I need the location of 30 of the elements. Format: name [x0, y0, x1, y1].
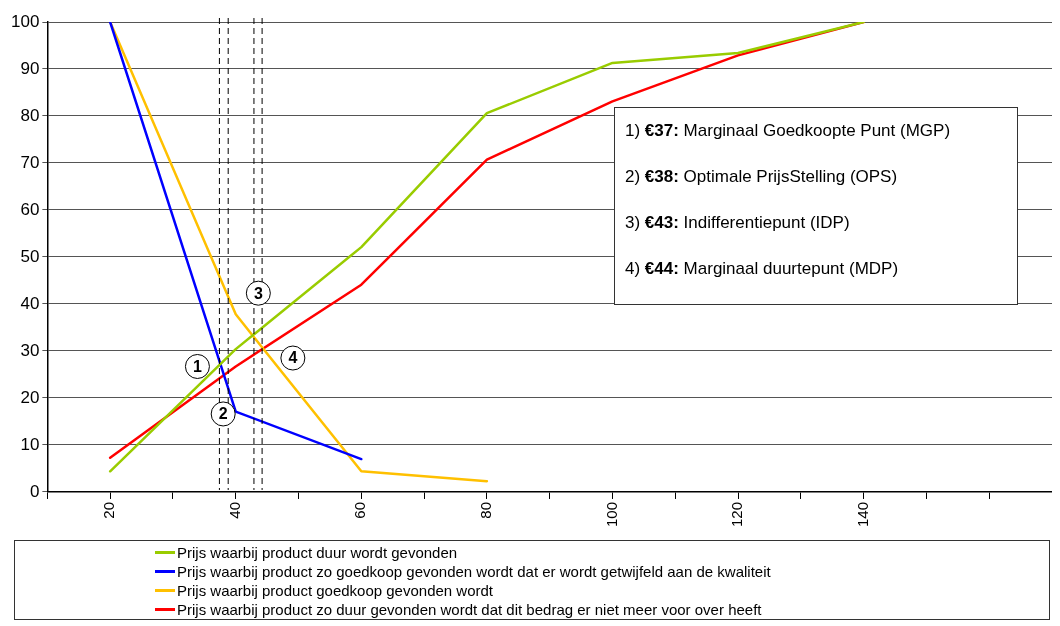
- y-tick-label: 20: [20, 387, 40, 407]
- x-tick-label: 140: [853, 501, 871, 527]
- y-tick-label: 50: [20, 246, 40, 266]
- annotation: 2) €38: Optimale PrijsStelling (OPS): [625, 167, 898, 186]
- y-tick-label: 10: [20, 434, 40, 454]
- y-tick-label: 30: [20, 340, 40, 360]
- annotation: 1) €37: Marginaal Goedkoopte Punt (MGP): [625, 121, 951, 140]
- y-tick-label: 70: [20, 152, 40, 172]
- annotation: 4) €44: Marginaal duurtepunt (MDP): [625, 259, 899, 278]
- annotation: 3) €43: Indifferentiepunt (IDP): [625, 213, 850, 232]
- x-tick-label: 100: [602, 501, 620, 527]
- y-tick-label: 80: [20, 105, 40, 125]
- x-tick-label: 20: [100, 501, 118, 519]
- legend-label: Prijs waarbij product duur wordt gevonden: [177, 543, 458, 562]
- y-tick-label: 90: [20, 58, 40, 78]
- y-tick-label: 100: [10, 11, 40, 31]
- legend-label: Prijs waarbij product zo goedkoop gevonden wordt dat er wordt getwijfeld aan de kwaliteit: [177, 562, 771, 581]
- annotation: 1: [192, 357, 202, 375]
- x-tick-label: 80: [477, 501, 495, 519]
- annotation: 4: [288, 349, 298, 367]
- y-tick-label: 40: [20, 293, 40, 313]
- legend-label: Prijs waarbij product zo duur gevonden wordt dat dit bedrag er niet meer voor over heeft: [177, 600, 762, 619]
- y-tick-label: 0: [29, 481, 40, 501]
- y-tick-label: 60: [20, 199, 40, 219]
- legend-label: Prijs waarbij product goedkoop gevonden wordt: [177, 581, 494, 600]
- annotation: 2: [218, 405, 228, 423]
- x-tick-label: 40: [225, 501, 243, 519]
- x-tick-label: 120: [728, 501, 746, 527]
- x-tick-label: 60: [351, 501, 369, 519]
- annotation: 3: [253, 284, 263, 302]
